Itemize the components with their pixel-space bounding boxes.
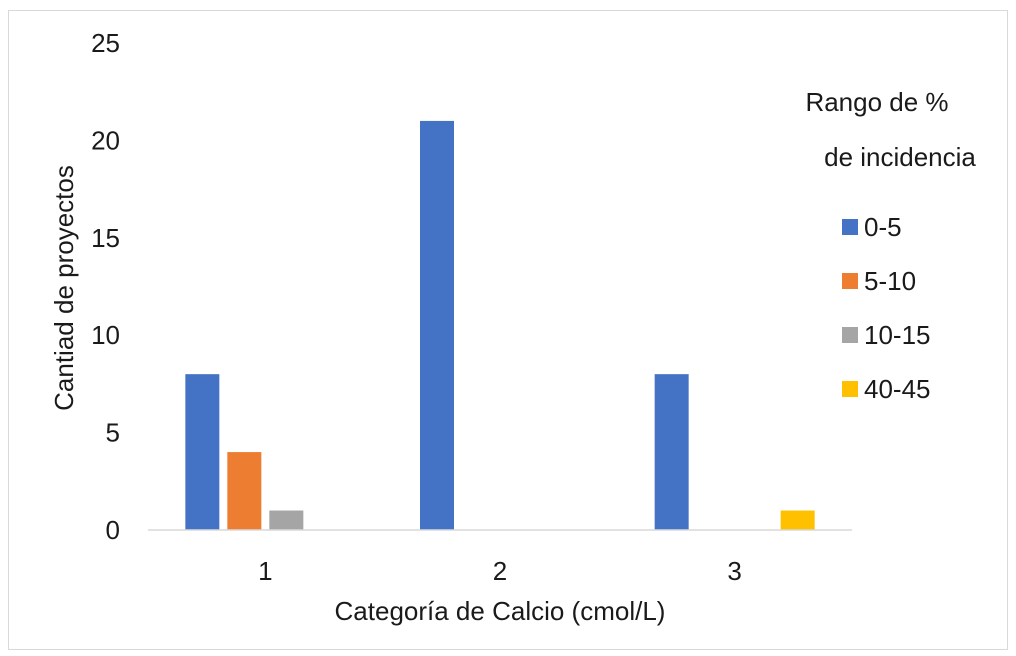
legend-swatch: [842, 327, 858, 343]
x-tick-label: 3: [727, 556, 741, 586]
bar: [269, 510, 304, 530]
legend-title-line2: de incidencia: [824, 142, 976, 172]
legend-swatch: [842, 381, 858, 397]
y-tick-label: 10: [91, 320, 120, 350]
bar: [227, 452, 262, 530]
x-tick-label: 1: [258, 556, 272, 586]
y-axis-ticks: 0 5 10 15 20 25: [91, 28, 120, 545]
bars-group: [185, 120, 815, 531]
legend-title-line1: Rango de %: [805, 87, 948, 117]
legend-swatch: [842, 219, 858, 235]
x-axis-ticks: 1 2 3: [258, 556, 742, 586]
bar: [780, 510, 815, 530]
x-axis-title: Categoría de Calcio (cmol/L): [335, 596, 666, 626]
legend-swatch: [842, 273, 858, 289]
y-axis-title: Cantiad de proyectos: [49, 165, 79, 411]
legend-item-label: 5-10: [864, 266, 916, 296]
y-tick-label: 0: [106, 515, 120, 545]
y-tick-label: 25: [91, 28, 120, 58]
y-tick-label: 5: [106, 418, 120, 448]
chart-frame: [8, 10, 1008, 650]
legend: Rango de % de incidencia 0-5 5-10 10-15 40-…: [805, 87, 976, 404]
y-tick-label: 15: [91, 223, 120, 253]
legend-item-label: 0-5: [864, 212, 902, 242]
legend-item-label: 40-45: [864, 374, 931, 404]
bar: [420, 120, 454, 531]
bar: [654, 374, 689, 530]
legend-item-label: 10-15: [864, 320, 931, 350]
y-tick-label: 20: [91, 125, 120, 155]
bar: [185, 374, 220, 530]
x-tick-label: 2: [493, 556, 507, 586]
